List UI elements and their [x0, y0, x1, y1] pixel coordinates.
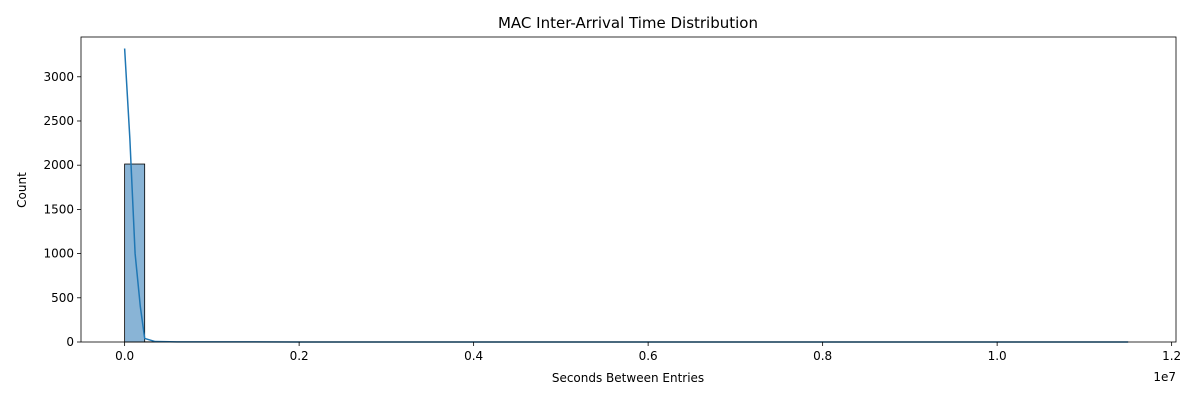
x-tick-label: 0.0 — [115, 349, 134, 363]
y-axis-ticks: 0 500 1000 1500 2000 2500 3000 — [43, 70, 81, 349]
y-tick-label: 2000 — [43, 158, 74, 172]
y-tick-label: 500 — [51, 291, 74, 305]
y-tick-label: 0 — [66, 335, 74, 349]
y-tick-label: 2500 — [43, 114, 74, 128]
x-tick-label: 1.0 — [988, 349, 1007, 363]
y-axis-label: Count — [15, 172, 29, 208]
x-tick-label: 1.2 — [1162, 349, 1181, 363]
kde-line — [123, 48, 1129, 343]
y-tick-label: 3000 — [43, 70, 74, 84]
y-tick-label: 1500 — [43, 202, 74, 216]
x-axis-ticks: 0.0 0.2 0.4 0.6 0.8 1.0 1.2 — [115, 342, 1181, 363]
x-tick-label: 0.8 — [813, 349, 832, 363]
x-tick-label: 0.6 — [639, 349, 658, 363]
y-tick-label: 1000 — [43, 247, 74, 261]
x-axis-offset-label: 1e7 — [1153, 370, 1176, 384]
x-tick-label: 0.2 — [290, 349, 309, 363]
histogram-bars — [124, 163, 1129, 343]
axes-frame — [80, 36, 1177, 343]
x-tick-label: 0.4 — [464, 349, 483, 363]
chart-title: MAC Inter-Arrival Time Distribution — [498, 14, 758, 32]
x-axis-label: Seconds Between Entries — [552, 371, 704, 385]
